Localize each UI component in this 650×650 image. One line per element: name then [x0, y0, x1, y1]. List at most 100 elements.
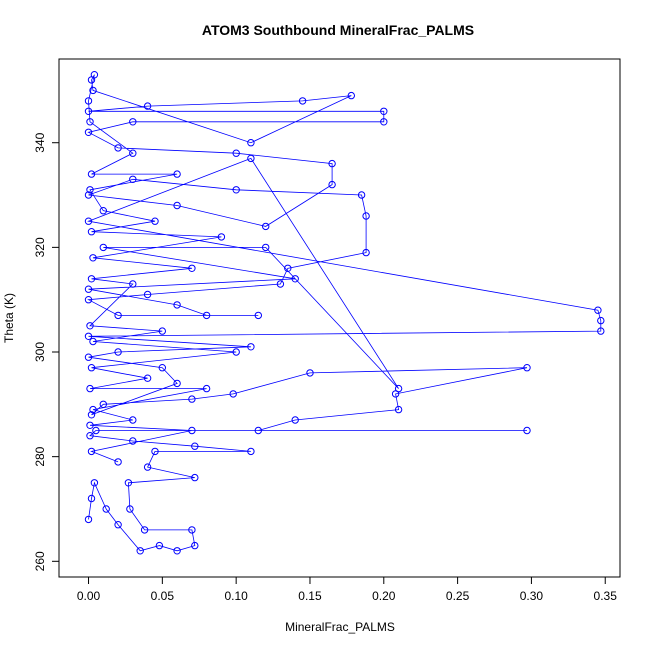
data-point — [254, 311, 262, 320]
data-point — [129, 437, 137, 445]
data-point — [284, 264, 292, 272]
data-point — [328, 159, 336, 168]
data-point — [362, 212, 370, 220]
data-point — [188, 395, 196, 403]
data-point — [188, 426, 196, 435]
data-point — [89, 405, 97, 414]
data-point — [262, 222, 270, 231]
data-point — [129, 118, 137, 126]
data-point — [202, 384, 211, 393]
data-point — [328, 180, 336, 189]
x-tick-label: 0.05 — [151, 589, 175, 603]
x-tick-label: 0.30 — [520, 589, 544, 603]
x-tick-label: 0.20 — [372, 589, 396, 603]
data-point — [298, 97, 307, 105]
data-point — [129, 416, 137, 424]
data-point — [87, 411, 96, 419]
data-point — [276, 280, 285, 288]
data-point — [84, 515, 93, 524]
data-point — [291, 275, 299, 283]
data-point — [158, 364, 167, 372]
data-point — [143, 290, 152, 299]
data-point — [155, 541, 164, 550]
data-point — [254, 426, 262, 435]
data-point — [597, 327, 605, 335]
data-point — [89, 254, 97, 262]
data-point — [84, 353, 93, 361]
y-tick-label: 320 — [33, 237, 47, 257]
data-point — [90, 479, 99, 487]
x-axis: 0.00 0.05 0.10 0.15 0.20 0.25 0.30 0.35 — [77, 576, 617, 603]
data-point — [84, 107, 93, 116]
data-point — [232, 149, 240, 157]
data-point — [394, 384, 403, 393]
data-point — [173, 379, 181, 388]
data-point — [247, 139, 255, 147]
data-point — [92, 426, 100, 435]
data-point — [151, 217, 159, 225]
data-point — [84, 296, 93, 304]
data-point — [99, 243, 108, 252]
series-line — [87, 74, 602, 552]
data-point — [202, 311, 211, 320]
data-point — [126, 505, 134, 513]
data-point — [188, 264, 196, 272]
data-point — [229, 390, 237, 398]
data-point — [84, 128, 93, 137]
data-point — [173, 547, 181, 555]
data-point — [143, 374, 152, 382]
data-point — [262, 243, 270, 252]
data-point — [362, 248, 370, 257]
data-point — [306, 369, 314, 377]
data-point — [191, 541, 199, 550]
x-tick-label: 0.25 — [446, 589, 470, 603]
data-point — [597, 316, 605, 325]
y-tick-label: 340 — [33, 132, 47, 152]
y-tick-label: 280 — [33, 446, 47, 466]
data-point — [89, 86, 97, 95]
data-point — [114, 144, 122, 152]
data-point — [84, 97, 93, 105]
data-point — [102, 505, 110, 513]
x-axis-label: MineralFrac_PALMS — [285, 620, 395, 634]
data-point — [173, 201, 181, 210]
x-tick-label: 0.00 — [77, 589, 101, 603]
data-point — [129, 149, 137, 157]
data-point — [173, 170, 181, 178]
x-tick-label: 0.10 — [224, 589, 248, 603]
data-point — [129, 280, 137, 288]
data-point — [347, 91, 355, 100]
data-point — [86, 384, 94, 393]
data-point — [86, 186, 94, 194]
data-point — [191, 442, 199, 450]
data-point — [523, 426, 531, 435]
data-point — [114, 458, 122, 466]
data-point — [380, 118, 388, 126]
data-point — [247, 154, 255, 163]
data-point — [124, 479, 133, 487]
data-point — [523, 364, 531, 372]
data-point — [232, 186, 240, 194]
data-point — [87, 494, 96, 503]
y-tick-label: 300 — [33, 342, 47, 362]
data-point — [84, 217, 93, 225]
data-point — [87, 228, 96, 236]
data-point — [87, 447, 96, 456]
data-point — [84, 332, 93, 340]
plot-frame — [58, 58, 621, 578]
data-point — [247, 343, 255, 351]
data-point — [143, 102, 152, 110]
data-point — [247, 447, 255, 456]
data-point — [151, 447, 159, 456]
data-point — [99, 400, 108, 408]
data-point — [129, 175, 137, 184]
data-point — [140, 526, 149, 534]
data-point — [136, 547, 144, 555]
data-point — [86, 118, 94, 126]
plot-area — [84, 71, 605, 555]
chart-title: ATOM3 Southbound MineralFrac_PALMS — [202, 22, 474, 38]
data-point — [87, 170, 96, 178]
data-point — [114, 348, 122, 356]
data-point — [87, 364, 96, 372]
